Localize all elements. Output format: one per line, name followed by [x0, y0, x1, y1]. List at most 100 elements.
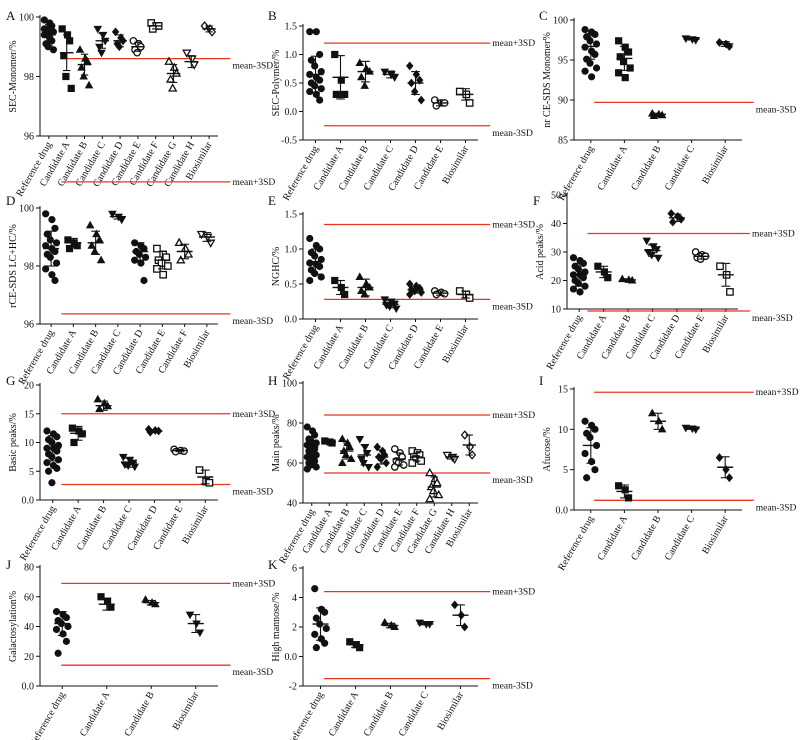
data-point: [205, 478, 214, 487]
reference-label-mean-3sd: mean-3SD: [232, 317, 273, 327]
data-point: [311, 585, 319, 593]
data-point: [66, 37, 74, 45]
data-point: [587, 73, 596, 81]
panel-label: J: [6, 557, 11, 572]
series-candidate-a: [97, 593, 115, 611]
data-point: [97, 593, 105, 601]
data-point: [425, 493, 435, 503]
y-axis-label: Basic peaks/%: [8, 413, 19, 472]
data-point: [408, 459, 417, 467]
series-candidate-b: [141, 595, 160, 608]
data-point: [332, 90, 340, 98]
y-tick-label: 40: [287, 499, 297, 510]
y-tick-label: 100: [19, 204, 34, 215]
reference-label-mean-3sd: mean-3SD: [232, 487, 273, 497]
panel-label: B: [268, 8, 277, 23]
y-tick-label: -2: [289, 682, 297, 693]
x-tick-label-reference-drug: Reference drug: [556, 144, 596, 203]
series-candidate-e: [390, 445, 408, 471]
data-point: [312, 644, 320, 652]
x-tick-label-candidate-b: Candidate B: [122, 690, 157, 739]
y-tick-label: 0.0: [556, 506, 569, 517]
data-point: [200, 21, 209, 31]
data-point: [581, 417, 589, 425]
data-point: [306, 87, 314, 96]
y-axis-label: NGHC/%: [271, 247, 282, 286]
series-reference-drug: [52, 608, 72, 657]
data-point: [621, 486, 629, 494]
series-reference-drug: [306, 28, 325, 104]
series-candidate-c: [93, 25, 110, 58]
data-point: [96, 255, 106, 264]
y-axis-label: rCE-SDS LC+HC/%: [8, 224, 19, 308]
series-biosimilar: [716, 262, 734, 296]
panel-label: D: [6, 193, 15, 208]
data-point: [360, 81, 369, 89]
data-point: [592, 40, 601, 48]
data-point: [48, 22, 56, 30]
y-tick-label: 2: [292, 623, 297, 634]
data-point: [48, 479, 56, 487]
data-point: [54, 456, 63, 464]
data-point: [316, 76, 324, 84]
series-candidate-e: [430, 287, 449, 299]
reference-label-mean-3sd: mean+3SD: [492, 221, 535, 231]
data-point: [586, 37, 594, 45]
data-point: [355, 58, 365, 67]
y-tick-label: 0.0: [285, 107, 298, 118]
data-point: [460, 430, 469, 440]
series-candidate-c: [380, 68, 399, 82]
series-candidate-d: [406, 279, 425, 299]
data-point: [569, 285, 578, 293]
data-point: [84, 80, 94, 89]
data-point: [62, 72, 70, 81]
y-tick-label: 20: [24, 652, 34, 663]
data-point: [49, 28, 58, 36]
data-point: [163, 262, 172, 270]
series-candidate-d: [667, 209, 685, 227]
series-candidate-e: [170, 445, 188, 456]
y-axis-label: SEC-Polymer/%: [271, 50, 282, 117]
data-point: [141, 253, 150, 261]
x-tick-label-candidate-a: Candidate A: [78, 689, 113, 738]
data-point: [141, 595, 150, 603]
y-axis-label: SEC-Monomer/%: [8, 40, 19, 112]
y-tick-label: 5: [563, 465, 568, 476]
data-point: [316, 262, 324, 271]
data-point: [85, 220, 95, 229]
data-point: [317, 273, 325, 281]
data-point: [715, 37, 724, 47]
y-axis-label: Main peaks/%: [271, 414, 282, 472]
x-tick-label-reference-drug: Reference drug: [281, 144, 321, 203]
data-point: [321, 608, 329, 616]
reference-label-mean-3sd: mean+3SD: [232, 178, 275, 188]
data-point: [591, 466, 599, 474]
series-candidate-b: [85, 220, 106, 264]
data-point: [40, 16, 48, 24]
data-point: [107, 603, 115, 611]
data-point: [311, 82, 319, 90]
y-tick-label: 0.0: [285, 315, 298, 326]
data-point: [54, 649, 62, 657]
y-tick-label: 95: [558, 56, 568, 67]
data-point: [331, 50, 339, 59]
series-candidate-b: [338, 434, 356, 467]
y-tick-label: 0.0: [285, 652, 298, 663]
data-point: [87, 241, 97, 249]
data-point: [591, 425, 599, 433]
data-point: [581, 43, 589, 51]
series-candidate-a: [64, 236, 82, 253]
y-axis-label: Galactosylation%: [8, 591, 19, 662]
x-tick-label-candidate-b: Candidate B: [629, 144, 664, 193]
series-biosimilar: [455, 87, 474, 107]
data-point: [373, 442, 382, 452]
y-tick-label: 96: [24, 132, 34, 143]
data-point: [46, 236, 54, 244]
reference-label-mean-3sd: mean+3SD: [492, 39, 535, 49]
data-point: [615, 482, 623, 490]
data-point: [303, 465, 311, 473]
data-point: [433, 489, 444, 499]
data-point: [306, 259, 314, 267]
data-point: [92, 229, 101, 238]
